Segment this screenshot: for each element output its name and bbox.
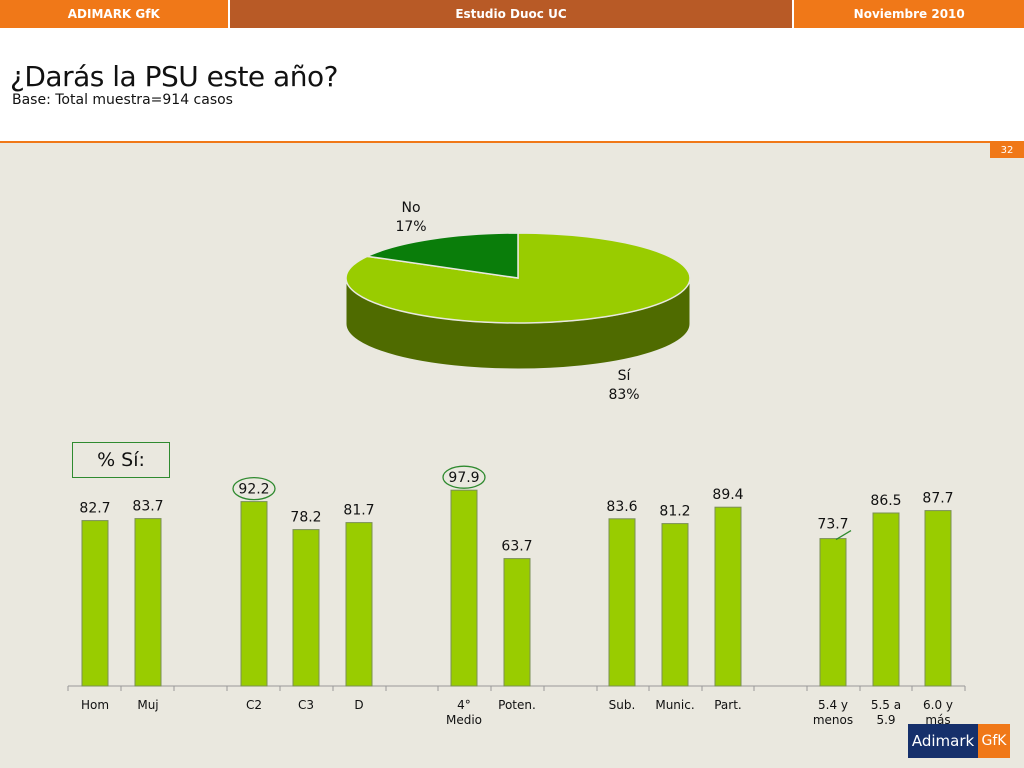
leader-line	[835, 530, 852, 541]
bar-8	[608, 518, 636, 687]
category-label: C3	[298, 698, 314, 712]
category-label: Muj	[137, 698, 158, 712]
study-label: Estudio Duoc UC	[229, 0, 793, 28]
bar-1	[81, 520, 109, 687]
logo-text-adimark: Adimark	[908, 724, 978, 758]
bar-value-label: 82.7	[79, 501, 110, 517]
bar-value-label: 81.7	[343, 503, 374, 519]
bar-value-label: 63.7	[501, 539, 532, 555]
category-label: 5.4 y	[818, 698, 848, 712]
bar-value-label: 78.2	[290, 510, 321, 526]
category-label: 5.5 a	[871, 698, 901, 712]
bar-12	[872, 512, 900, 687]
category-label: C2	[246, 698, 262, 712]
bar-value-label: 92.2	[238, 482, 269, 498]
category-label: Part.	[714, 698, 742, 712]
highlight-circle	[442, 465, 486, 489]
category-label: Sub.	[609, 698, 636, 712]
category-label: D	[354, 698, 363, 712]
category-label: Hom	[81, 698, 109, 712]
pie-label-no-value: 17%	[395, 219, 427, 235]
bar-5	[345, 522, 373, 687]
bar-9	[661, 523, 689, 687]
slide-header: ¿Darás la PSU este año? Base: Total mues…	[0, 28, 1024, 143]
bar-value-label: 87.7	[922, 491, 953, 507]
brand-label: ADIMARK GfK	[0, 0, 230, 28]
bar-11	[819, 538, 847, 687]
bar-7	[503, 558, 531, 687]
adimark-logo: Adimark GfK	[908, 724, 1010, 758]
slide-subtitle: Base: Total muestra=914 casos	[12, 92, 233, 108]
category-label: 5.9	[876, 713, 895, 727]
bar-10	[714, 506, 742, 687]
category-label: menos	[813, 713, 853, 727]
pie-label-no-name: No	[401, 200, 421, 216]
bar-3	[240, 501, 268, 687]
bar-13	[924, 510, 952, 687]
category-label: Poten.	[498, 698, 536, 712]
bar-value-label: 97.9	[448, 470, 479, 486]
pie-label-no: No 17%	[381, 199, 441, 237]
date-label: Noviembre 2010	[792, 0, 1024, 28]
pie-label-si-value: 83%	[608, 387, 640, 403]
category-label: 6.0 y	[923, 698, 953, 712]
bar-2	[134, 518, 162, 687]
bar-value-label: 73.7	[817, 517, 848, 533]
pie-label-si: Sí 83%	[594, 367, 654, 405]
category-label: más	[925, 713, 950, 727]
pie-label-si-name: Sí	[617, 368, 631, 384]
bar-6	[450, 489, 478, 687]
highlight-circle	[232, 476, 276, 501]
bar-value-label: 86.5	[870, 493, 901, 509]
logo-text-gfk: GfK	[978, 724, 1010, 758]
bar-4	[292, 529, 320, 687]
bar-value-label: 89.4	[712, 487, 743, 503]
category-label: Medio	[446, 713, 482, 727]
bar-value-label: 81.2	[659, 504, 690, 520]
bar-value-label: 83.7	[132, 499, 163, 515]
bar-chart-label: % Sí:	[72, 442, 170, 478]
slide-title: ¿Darás la PSU este año?	[10, 60, 338, 93]
top-banner: ADIMARK GfK Estudio Duoc UC Noviembre 20…	[0, 0, 1024, 28]
bar-value-label: 83.6	[606, 499, 637, 515]
pie-slice-no	[364, 232, 519, 279]
category-label: 4°	[457, 698, 471, 712]
page-number: 32	[990, 143, 1024, 158]
category-label: Munic.	[655, 698, 694, 712]
